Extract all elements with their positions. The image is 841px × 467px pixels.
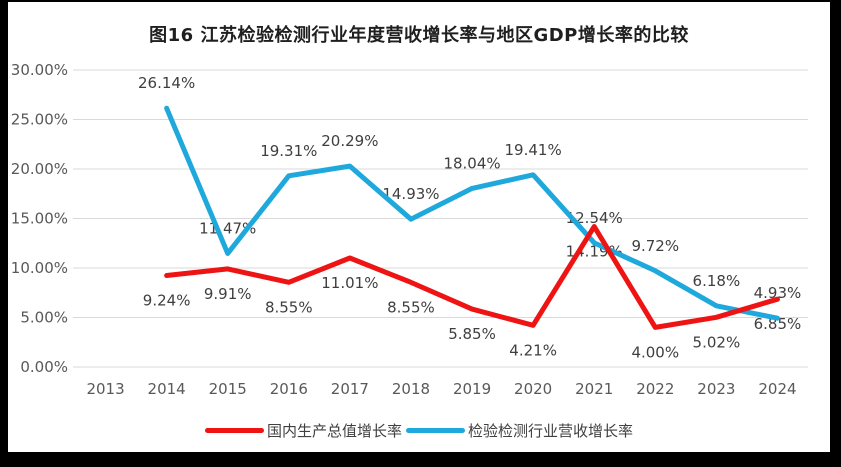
x-tick-label: 2024 — [758, 380, 796, 398]
gdp-line-swatch — [204, 427, 264, 433]
data-label: 8.55% — [387, 298, 435, 316]
data-label: 12.54% — [566, 209, 623, 227]
y-axis-labels: 0.00% 5.00% 10.00% 15.00% 20.00% 25.00% 30.00% — [11, 61, 68, 376]
x-tick-label: 2017 — [331, 380, 369, 398]
x-tick-label: 2023 — [697, 380, 735, 398]
legend-item-industry: 检验检测行业营收增长率 — [406, 420, 633, 441]
x-tick-label: 2020 — [514, 380, 552, 398]
data-label: 4.00% — [631, 343, 679, 361]
x-tick-label: 2013 — [86, 380, 124, 398]
data-label: 5.85% — [448, 325, 496, 343]
x-tick-label: 2015 — [209, 380, 247, 398]
y-tick-label: 0.00% — [20, 358, 68, 376]
legend-label-industry: 检验检测行业营收增长率 — [468, 421, 634, 440]
data-label: 5.02% — [693, 333, 741, 351]
series-line-industry — [164, 105, 780, 321]
x-tick-label: 2021 — [575, 380, 613, 398]
legend-label-gdp: 国内生产总值增长率 — [266, 421, 402, 440]
data-label: 9.91% — [204, 285, 252, 303]
y-tick-label: 30.00% — [11, 61, 68, 79]
data-label: 19.31% — [260, 142, 317, 160]
x-tick-label: 2019 — [453, 380, 491, 398]
x-tick-label: 2022 — [636, 380, 674, 398]
data-label: 9.72% — [631, 237, 679, 255]
data-label: 4.21% — [509, 341, 557, 359]
data-label: 18.04% — [443, 154, 500, 172]
y-tick-label: 10.00% — [11, 259, 68, 277]
industry-line-swatch — [406, 427, 465, 433]
data-label: 6.18% — [693, 272, 741, 290]
x-axis-labels: 2013 2014 2015 2016 2017 2018 2019 2020 2021 2022… — [86, 380, 796, 398]
chart-title: 图16 江苏检验检测行业年度营收增长率与地区GDP增长率的比较 — [149, 25, 689, 46]
x-tick-label: 2018 — [392, 380, 430, 398]
data-label: 6.85% — [754, 315, 802, 333]
gridlines — [73, 69, 808, 368]
data-label: 20.29% — [321, 132, 378, 150]
y-tick-label: 15.00% — [11, 210, 68, 228]
data-labels: 9.24% 9.91%8.55%11.01%8.55%5.85%4.21%14.1… — [138, 74, 801, 361]
y-tick-label: 20.00% — [11, 160, 68, 178]
data-label: 11.01% — [321, 274, 378, 292]
data-label: 19.41% — [505, 141, 562, 159]
x-tick-label: 2016 — [270, 380, 308, 398]
data-label: 14.93% — [382, 185, 439, 203]
data-label: 8.55% — [265, 298, 313, 316]
series-line-gdp — [164, 224, 780, 330]
legend-item-gdp: 国内生产总值增长率 — [204, 420, 402, 441]
y-tick-label: 5.00% — [20, 309, 68, 327]
data-label: 4.93% — [754, 284, 802, 302]
data-label: 26.14% — [138, 74, 195, 92]
x-tick-label: 2014 — [148, 380, 186, 398]
y-tick-label: 25.00% — [11, 111, 68, 129]
line-chart: 0.00% 5.00% 10.00% 15.00% 20.00% 25.00% 30.00%… — [11, 61, 808, 398]
legend: 国内生产总值增长率 检验检测行业营收增长率 — [8, 416, 830, 444]
chart-panel: 图16 江苏检验检测行业年度营收增长率与地区GDP增长率的比较 0.00% 5.0… — [8, 2, 830, 452]
data-label: 9.24% — [143, 292, 191, 310]
